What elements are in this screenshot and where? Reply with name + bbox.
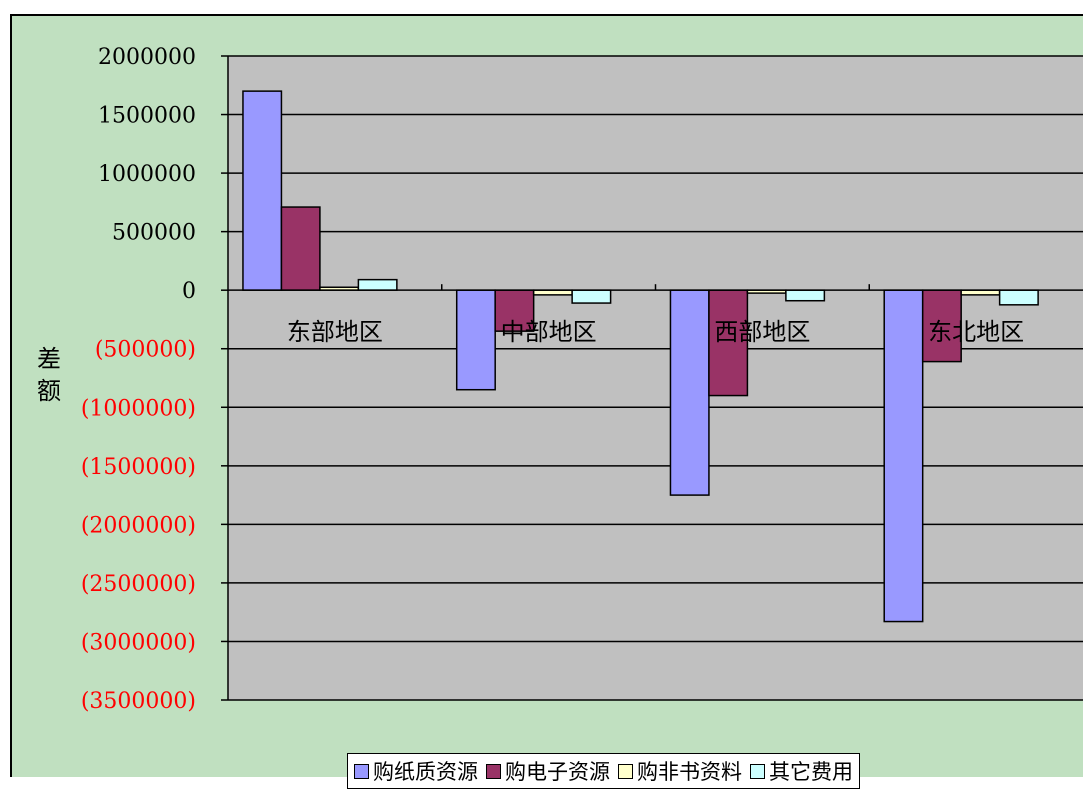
legend-swatch bbox=[486, 763, 501, 779]
bar bbox=[571, 289, 612, 304]
y-axis-label: 差额 bbox=[37, 345, 61, 405]
legend-label: 购非书资料 bbox=[637, 760, 742, 784]
legend-label: 其它费用 bbox=[769, 760, 853, 784]
legend-label: 购电子资源 bbox=[505, 760, 610, 784]
y-axis-label-char: 额 bbox=[37, 377, 61, 405]
bar bbox=[785, 289, 826, 302]
bar bbox=[280, 206, 321, 291]
y-tick-label: (3000000) bbox=[81, 630, 196, 655]
legend-swatch bbox=[618, 763, 633, 779]
y-tick-label: (500000) bbox=[95, 338, 196, 363]
bar bbox=[921, 289, 962, 363]
y-tick-label: (3500000) bbox=[81, 689, 196, 714]
y-tick-label: (1500000) bbox=[81, 455, 196, 480]
gridlines bbox=[228, 55, 1083, 643]
category-label: 西部地区 bbox=[714, 318, 810, 346]
chart-area: 2000000 1500000 1000000 500000 0 (500000) (100… bbox=[10, 14, 1083, 789]
legend-swatch bbox=[354, 763, 369, 779]
legend: 购纸质资源 购电子资源 购非书资料 其它费用 bbox=[347, 753, 860, 789]
legend-item: 购非书资料 bbox=[618, 756, 742, 786]
bar bbox=[708, 289, 749, 397]
axes bbox=[221, 55, 1083, 701]
bar bbox=[669, 289, 710, 496]
y-tick-label: (1000000) bbox=[81, 396, 196, 421]
legend-swatch bbox=[750, 763, 765, 779]
bar bbox=[998, 289, 1039, 306]
category-labels: 东部地区 中部地区 西部地区 东北地区 bbox=[287, 318, 1024, 346]
bar bbox=[242, 90, 283, 291]
bar bbox=[883, 289, 924, 623]
category-label: 东部地区 bbox=[287, 318, 383, 346]
legend-label: 购纸质资源 bbox=[373, 760, 478, 784]
plot-area bbox=[228, 56, 1083, 700]
category-label: 中部地区 bbox=[501, 318, 597, 346]
y-tick-label: (2000000) bbox=[81, 513, 196, 538]
category-label: 东北地区 bbox=[928, 318, 1024, 346]
legend-item: 购纸质资源 bbox=[354, 756, 478, 786]
y-tick-label: 1500000 bbox=[98, 104, 196, 129]
y-tick-label: 1000000 bbox=[98, 162, 196, 187]
y-tick-label: (2500000) bbox=[81, 572, 196, 597]
bar bbox=[357, 278, 398, 291]
y-tick-label: 500000 bbox=[112, 221, 196, 246]
bar bbox=[494, 289, 535, 332]
legend-item: 购电子资源 bbox=[486, 756, 610, 786]
y-tick-label: 2000000 bbox=[98, 45, 196, 70]
bars bbox=[242, 90, 1039, 623]
legend-item: 其它费用 bbox=[750, 756, 853, 786]
y-axis-label-char: 差 bbox=[37, 345, 61, 373]
bar-chart: 2000000 1500000 1000000 500000 0 (500000) (100… bbox=[37, 45, 1083, 714]
y-tick-labels: 2000000 1500000 1000000 500000 0 (500000) (100… bbox=[81, 45, 196, 714]
y-tick-label: 0 bbox=[182, 279, 196, 304]
bar bbox=[455, 289, 496, 391]
